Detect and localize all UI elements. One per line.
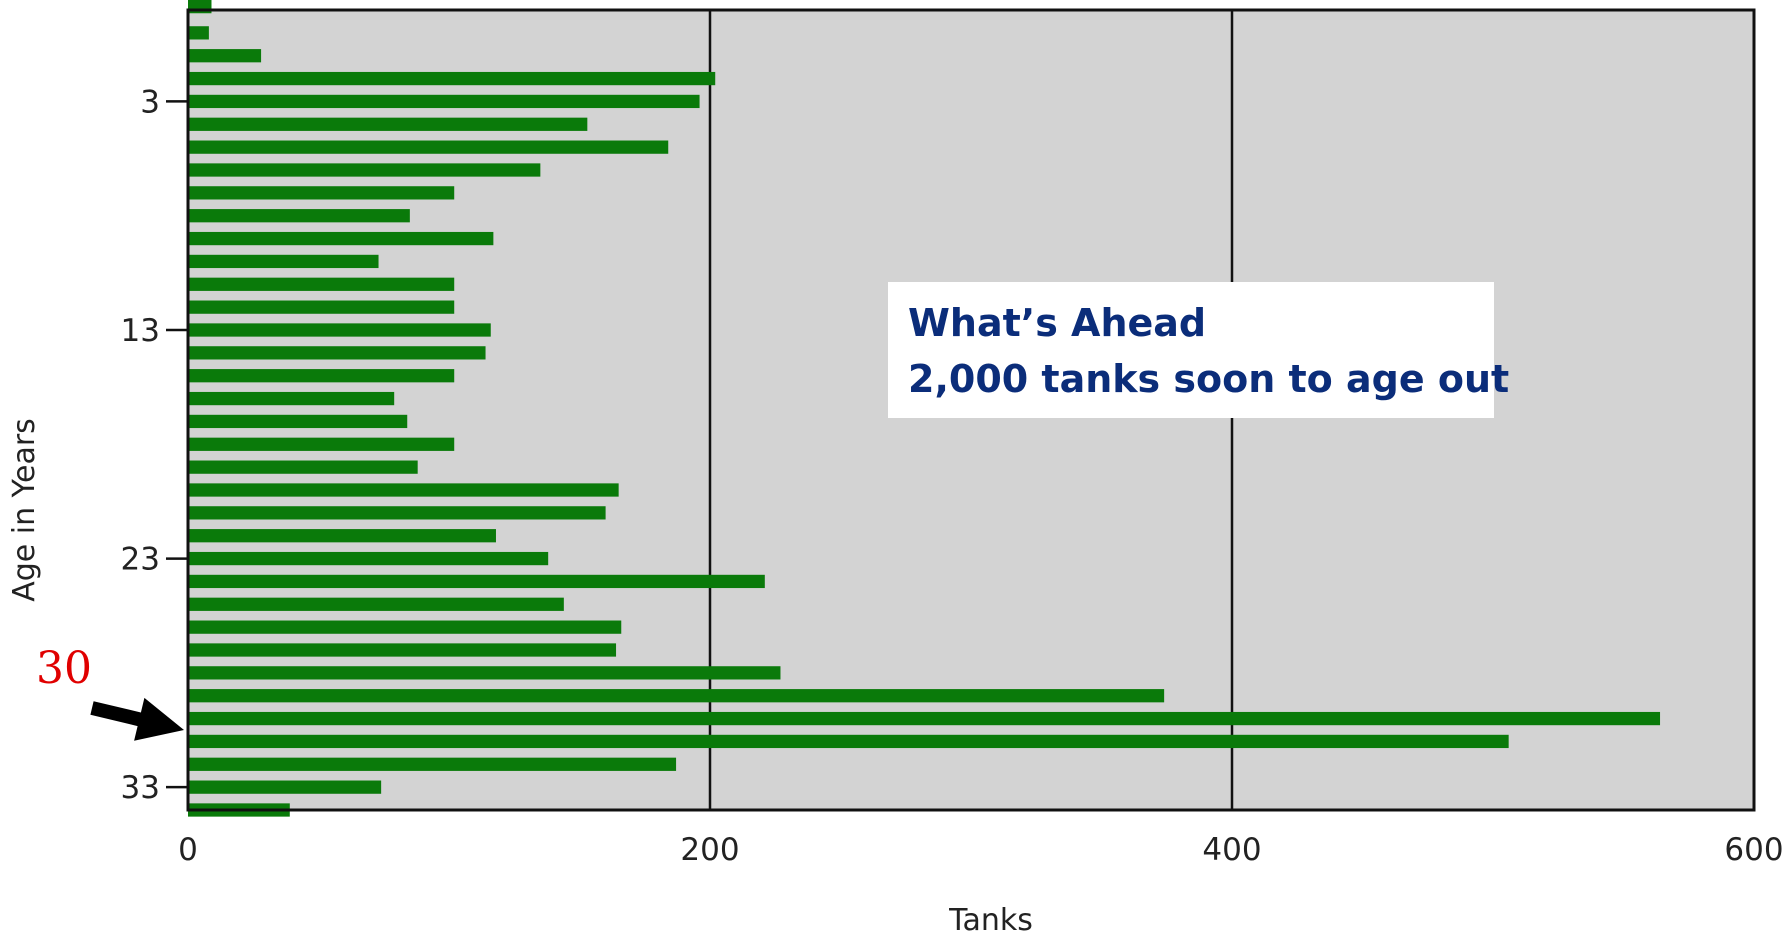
bar-age-13 xyxy=(188,323,491,337)
plot-frame xyxy=(186,8,1756,812)
bar-age-29 xyxy=(188,689,1165,703)
bar-age-24 xyxy=(188,574,765,589)
bar-age-1 xyxy=(188,49,262,63)
bar-age-21 xyxy=(188,506,606,520)
annotation-line-1: What’s Ahead xyxy=(908,301,1206,345)
bar-age-26 xyxy=(188,620,622,634)
bar-age-0 xyxy=(188,26,209,40)
bar-age-14 xyxy=(188,346,486,360)
bar-age-19 xyxy=(188,460,418,474)
annotation-line-2: 2,000 tanks soon to age out xyxy=(908,357,1509,401)
bar-age-3 xyxy=(188,94,700,109)
bar-age-20 xyxy=(188,483,619,497)
arrow-right-icon xyxy=(90,697,184,741)
bar-age-9 xyxy=(188,231,494,246)
age-30-marker: 30 xyxy=(36,643,184,741)
bar-age-25 xyxy=(188,597,564,611)
annotation-box: What’s Ahead 2,000 tanks soon to age out xyxy=(888,282,1509,418)
bar-age-28 xyxy=(188,666,781,680)
y-axis: 3 13 23 33 xyxy=(121,84,188,806)
bar-age-32 xyxy=(188,757,677,771)
bar-age-12 xyxy=(188,300,455,314)
y-tick-label-23: 23 xyxy=(121,542,160,578)
bar-age-33 xyxy=(188,780,382,794)
bar-age-6 xyxy=(188,163,541,177)
bar-age-10 xyxy=(188,254,379,269)
bar-age-30 xyxy=(188,711,1661,726)
bar-age-27 xyxy=(188,643,617,657)
y-tick-label-3: 3 xyxy=(140,84,160,120)
bar-age-23 xyxy=(188,551,549,566)
bar-age-17 xyxy=(188,414,408,429)
y-tick-label-13: 13 xyxy=(121,313,160,349)
bar-age-2 xyxy=(188,71,716,86)
bar-age-8 xyxy=(188,209,410,223)
bar-age-16 xyxy=(188,391,395,406)
age-30-marker-label: 30 xyxy=(36,643,92,694)
bar-age-31 xyxy=(188,734,1509,749)
y-tick-label-33: 33 xyxy=(121,770,160,806)
x-axis: 0 200 400 600 xyxy=(178,832,1783,868)
bar-age-18 xyxy=(188,437,455,451)
x-tick-label-200: 200 xyxy=(680,832,739,868)
x-tick-label-0: 0 xyxy=(178,832,198,868)
x-tick-label-600: 600 xyxy=(1724,832,1783,868)
bar-age-15 xyxy=(188,369,455,383)
x-tick-label-400: 400 xyxy=(1202,832,1261,868)
bar-age-7 xyxy=(188,186,455,200)
bar-age-22 xyxy=(188,529,496,543)
bar-age-4 xyxy=(188,117,588,131)
bar-age-11 xyxy=(188,277,455,291)
annotation-box-background xyxy=(888,282,1494,418)
y-axis-title: Age in Years xyxy=(7,418,42,602)
x-axis-title: Tanks xyxy=(948,903,1033,938)
bar-age-5 xyxy=(188,140,669,154)
bars xyxy=(188,0,1661,817)
